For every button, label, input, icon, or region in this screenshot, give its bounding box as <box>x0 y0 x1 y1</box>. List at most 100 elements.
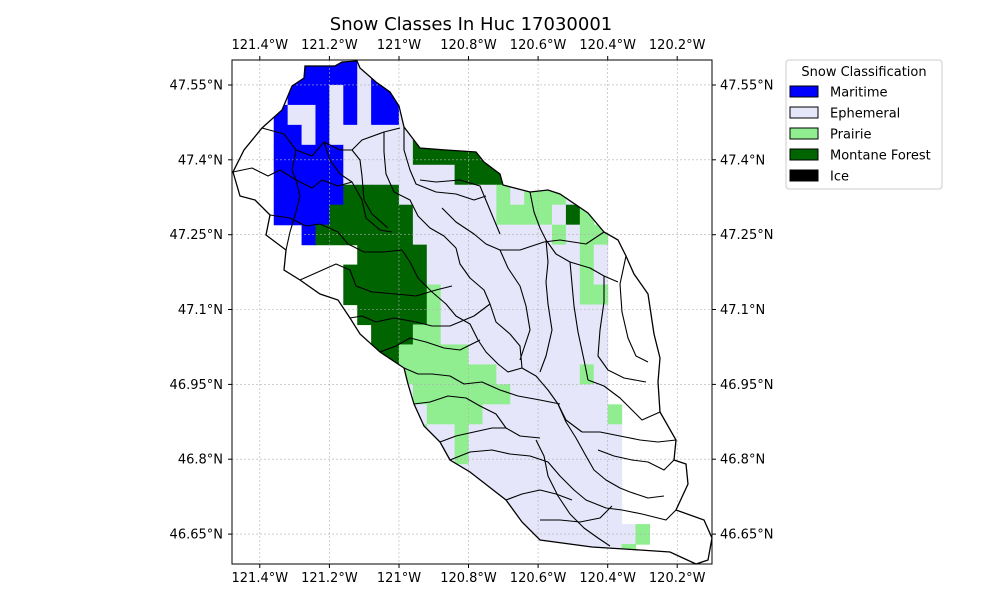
snow-cell <box>412 444 428 465</box>
snow-cell <box>398 344 414 365</box>
snow-cell <box>593 244 609 266</box>
snow-cell <box>593 484 609 505</box>
y-tick-label-right: 47.55°N <box>720 79 773 94</box>
snow-cell <box>426 144 442 166</box>
snow-cell <box>245 64 261 86</box>
snow-cell <box>440 64 456 86</box>
snow-cell <box>398 264 414 286</box>
snow-cell <box>565 324 581 346</box>
snow-cell <box>426 284 442 306</box>
snow-cell <box>412 364 428 385</box>
snow-cell <box>552 404 567 425</box>
x-tick-label-top: 120.2°W <box>649 38 706 53</box>
snow-cell <box>468 84 484 106</box>
snow-cell <box>412 104 428 126</box>
snow-cell <box>440 144 456 166</box>
snow-cell <box>552 284 567 306</box>
snow-cell <box>398 84 414 106</box>
snow-cell <box>273 124 289 146</box>
snow-cell <box>496 444 511 465</box>
snow-cell <box>538 364 553 385</box>
snow-cell <box>482 284 497 306</box>
snow-cell <box>579 284 595 306</box>
snow-cell <box>371 0 386 6</box>
snow-cell <box>371 64 386 86</box>
snow-cell <box>496 184 511 206</box>
snow-cell <box>440 324 456 346</box>
snow-cell <box>440 224 456 246</box>
snow-cell <box>412 344 428 365</box>
snow-cell <box>510 244 525 266</box>
snow-cell <box>454 284 470 306</box>
snow-cell <box>482 124 497 146</box>
snow-cell <box>468 464 484 485</box>
legend-swatch <box>789 127 819 140</box>
snow-cell <box>398 164 414 186</box>
x-axis-bottom: 121.4°W 121.2°W 121°W 120.8°W 120.6°W 120.4°W… <box>232 564 706 586</box>
snow-cell <box>343 124 358 146</box>
snow-cell <box>287 124 303 146</box>
y-axis-left: 47.55°N 47.4°N 47.25°N 47.1°N 46.95°N 46.8°N 4… <box>170 79 232 543</box>
snow-cell <box>552 324 567 346</box>
snow-cell <box>552 424 567 445</box>
snow-cell <box>510 464 525 485</box>
snow-cell <box>482 84 497 106</box>
snow-cell <box>371 264 386 286</box>
y-tick-label-right: 46.65°N <box>720 528 773 543</box>
snow-cell <box>496 224 511 246</box>
subbasin-boundary <box>441 207 605 251</box>
x-tick-label-bottom: 121.2°W <box>301 571 358 586</box>
snow-cell <box>496 124 511 146</box>
snow-cell <box>496 344 511 365</box>
snow-cell <box>607 504 623 525</box>
snow-cell <box>343 104 358 126</box>
snow-cell <box>371 104 386 126</box>
subbasin-boundary <box>505 489 573 501</box>
snow-cell <box>454 64 470 86</box>
snow-cell <box>538 184 553 206</box>
subbasin-boundaries <box>232 127 677 547</box>
snow-cell <box>440 364 456 385</box>
x-tick-label-bottom: 121°W <box>377 571 421 586</box>
legend-label: Prairie <box>830 128 872 143</box>
subbasin-boundary <box>285 149 301 251</box>
snow-cell <box>482 444 497 465</box>
snow-cell <box>371 204 386 226</box>
snow-cell <box>273 164 289 186</box>
snow-cell <box>579 164 595 186</box>
snow-cell <box>371 124 386 146</box>
snow-cell <box>357 84 372 106</box>
snow-cell <box>524 444 539 465</box>
legend-swatch <box>789 106 819 119</box>
subbasin-boundary <box>449 449 677 521</box>
snow-cell <box>398 404 414 425</box>
snow-cell <box>412 64 428 86</box>
snow-cell <box>565 204 581 226</box>
snow-cell <box>510 364 525 385</box>
snow-cell <box>510 404 525 425</box>
subbasin-boundary <box>529 191 619 283</box>
snow-cell <box>552 524 567 545</box>
subbasin-boundary <box>383 132 457 249</box>
snow-cell <box>482 204 497 226</box>
snow-cell <box>468 144 484 166</box>
snow-cell <box>426 164 442 186</box>
snow-cell <box>579 184 595 206</box>
snow-cell <box>315 184 330 206</box>
snow-cell <box>565 144 581 166</box>
y-tick-label-right: 46.95°N <box>720 378 773 393</box>
snow-cell <box>552 364 567 385</box>
snow-cell <box>482 184 497 206</box>
y-tick-label-left: 47.25°N <box>170 228 223 243</box>
snow-cell <box>565 444 581 465</box>
snow-cell <box>454 84 470 106</box>
snow-cell <box>552 384 567 405</box>
snow-cell <box>538 244 553 266</box>
snow-cell <box>468 104 484 126</box>
snow-cell <box>496 404 511 425</box>
snow-cell <box>565 464 581 485</box>
snow-cell <box>245 84 261 106</box>
x-tick-label-bottom: 120.6°W <box>510 571 567 586</box>
snow-cell <box>385 264 400 286</box>
subbasin-boundary <box>557 403 665 499</box>
